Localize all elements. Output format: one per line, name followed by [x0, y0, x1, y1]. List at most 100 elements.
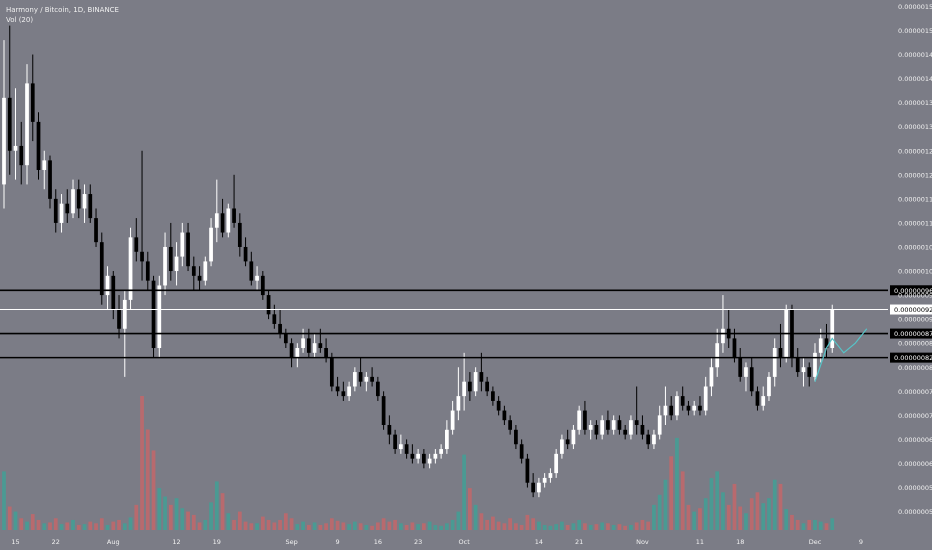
candle [606, 410, 610, 435]
price-tick-label: 0.00000085 [898, 340, 932, 348]
volume-bar [128, 517, 133, 530]
time-axis[interactable]: 15 22 Aug 12 19 Sep 9 16 23 Oct 14 21 Nov 11 18 Dec 9 [11, 538, 863, 546]
candle-body [312, 343, 317, 353]
candle-body [358, 372, 363, 382]
volume-bar [749, 498, 754, 530]
candle-body [163, 246, 167, 286]
candle-body [42, 160, 47, 170]
candle [7, 25, 12, 175]
volume-bar [375, 522, 380, 530]
volume-bar [145, 429, 150, 530]
candle-body [427, 458, 432, 464]
volume-bar [537, 521, 541, 531]
candle-body [629, 420, 633, 435]
candle-body [640, 424, 645, 435]
candle [94, 208, 98, 247]
price-tick-label: 0.00000095 [898, 292, 932, 300]
volume-bar [485, 519, 490, 530]
candle [669, 396, 674, 421]
candle-body [13, 145, 18, 151]
candle [554, 449, 559, 478]
volume-bar [680, 471, 685, 531]
volume-bar [634, 522, 639, 530]
price-tick-label: 0.00000105 [898, 243, 932, 251]
volume-bar [214, 481, 219, 530]
candle-body [191, 266, 196, 276]
candle-body [663, 405, 668, 416]
candle [623, 424, 628, 440]
current-price-tag [890, 304, 932, 315]
date-tick-label: 15 [11, 538, 19, 546]
level-price-label: 0.00000087 [894, 330, 932, 338]
candle-body [249, 261, 254, 281]
candle-body [818, 338, 823, 353]
candle-body [560, 439, 564, 454]
candle [537, 477, 541, 498]
candle-body [744, 367, 748, 377]
candle-body [19, 145, 24, 166]
candle-body [600, 420, 605, 435]
volume-bar [249, 523, 254, 530]
candle-body [117, 309, 121, 329]
volume-bar [554, 524, 559, 530]
candle [203, 256, 208, 286]
volume-bar [260, 516, 265, 530]
price-tick-label: 0.00000155 [898, 3, 932, 11]
candle-body [393, 434, 397, 450]
candle [180, 222, 185, 267]
candle [410, 444, 415, 464]
candle-body [168, 246, 173, 272]
candle-body [554, 453, 559, 474]
volume-bar [439, 525, 443, 530]
candle [266, 290, 271, 320]
candle [629, 415, 633, 440]
date-tick-label: 18 [736, 538, 744, 546]
candle [807, 362, 812, 387]
level-price-label: 0.00000092 [894, 306, 932, 314]
volume-bar [508, 518, 513, 530]
candle [88, 184, 93, 223]
volume-bar [462, 454, 466, 531]
candle-body [738, 357, 743, 377]
date-tick-label: Sep [285, 538, 297, 546]
volume-bar [588, 524, 593, 530]
candle [468, 372, 472, 401]
volume-bar [761, 503, 766, 530]
candle [491, 386, 495, 406]
volume-bar [629, 524, 633, 530]
candle-body [260, 275, 265, 296]
candle [583, 400, 587, 435]
candle [249, 251, 254, 286]
volume-bars [2, 396, 835, 531]
candle [134, 218, 139, 262]
candle [577, 405, 582, 435]
volume-bar [2, 471, 6, 531]
candle-body [433, 453, 438, 459]
volume-bar [82, 524, 87, 530]
candle-body [824, 338, 829, 349]
volume-bar [801, 523, 806, 530]
candle-body [652, 434, 656, 445]
volume-bar [381, 518, 386, 530]
level-price-label: 0.00000082 [894, 354, 932, 362]
volume-bar [663, 479, 668, 530]
candle [531, 473, 536, 498]
candle-body [479, 372, 484, 382]
candle-body [318, 343, 323, 349]
candle-body [830, 309, 835, 349]
candle [13, 88, 18, 180]
candle-body [698, 405, 702, 411]
volume-bar [352, 521, 357, 531]
candle [462, 352, 466, 411]
volume-bar [117, 519, 121, 530]
date-tick-label: Oct [459, 538, 471, 546]
candle [398, 434, 403, 454]
volume-bar [818, 521, 823, 531]
volume-bar [186, 511, 190, 530]
candle-body [778, 348, 783, 358]
volume-bar [42, 523, 47, 530]
